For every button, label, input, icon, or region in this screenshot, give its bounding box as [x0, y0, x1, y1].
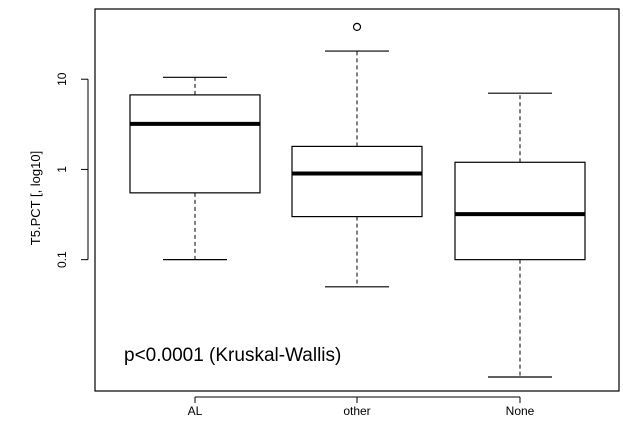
x-axis: AL other None	[188, 396, 535, 418]
test-annotation: p<0.0001 (Kruskal-Wallis)	[124, 345, 341, 366]
outlier-point-1-0	[352, 22, 362, 31]
box-iqr-1	[291, 145, 423, 218]
y-axis-label: T5.PCT [, log10]	[28, 151, 43, 245]
box-iqr-2	[454, 161, 586, 261]
x-tick-label-0: AL	[188, 404, 203, 418]
boxes-layer	[129, 22, 586, 378]
box-iqr-0	[129, 94, 261, 194]
x-tick-label-2: None	[506, 404, 535, 418]
y-tick-label-2: 10	[55, 72, 69, 86]
box-group-0	[129, 76, 261, 261]
y-axis: 0.1 1 10	[55, 72, 89, 268]
y-tick-label-0: 0.1	[55, 251, 69, 268]
plot-frame	[94, 8, 620, 392]
box-group-1	[291, 22, 423, 288]
y-tick-label-1: 1	[55, 166, 69, 173]
box-group-2	[454, 92, 586, 378]
x-tick-label-1: other	[343, 404, 370, 418]
